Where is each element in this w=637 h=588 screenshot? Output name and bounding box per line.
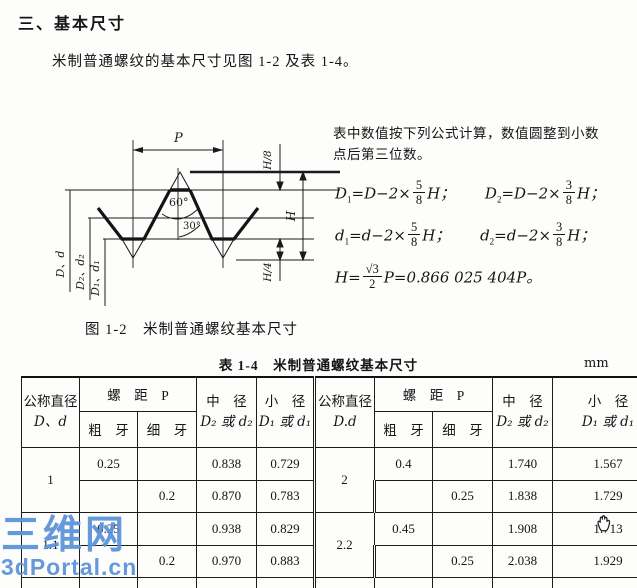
cell-nominal: 2.2 [313, 511, 376, 578]
cell-empty [21, 576, 80, 588]
cell-nominal: 2 [313, 446, 376, 513]
thread-dimension-table: 公称直径 D、d 螺 距 P 中 径 D₂ 或 d₂ 小 径 D₁ 或 d₁ 公称直径… [21, 376, 637, 588]
section-heading: 三、基本尺寸 [18, 16, 127, 33]
intro-paragraph: 米制普通螺纹的基本尺寸见图 1-2 及表 1-4。 [52, 54, 359, 70]
header-nominal-left: 公称直径 D、d [21, 376, 80, 448]
cell-fine [136, 511, 198, 546]
cell-empty [136, 576, 198, 588]
cell-pitch-dia: 1.838 [492, 479, 554, 513]
pitch-diameter-label: D₂、d₂ [74, 254, 87, 291]
formula-D2: D2=D−2× 3 8 H； [484, 178, 606, 208]
cell-pitch-dia: 0.870 [196, 479, 258, 513]
hand-grab-cursor-icon [597, 515, 611, 532]
major-diameter-label: D、d [54, 251, 67, 279]
cell-fine: 0.25 [432, 544, 494, 578]
h-label: H [284, 210, 298, 222]
cell-empty [196, 576, 258, 588]
cell-nominal: 1 [21, 446, 80, 513]
header-pitch-dia-left: 中 径 D₂ 或 d₂ [196, 376, 258, 448]
cell-nominal: 1.1 [21, 511, 80, 578]
header-coarse-left: 粗 牙 [79, 410, 138, 448]
header-pitch-right: 螺 距 P [374, 376, 494, 412]
cell-empty [492, 576, 554, 588]
cell-fine: 0.2 [136, 544, 198, 578]
cell-pitch-dia: 0.938 [196, 511, 258, 546]
header-minor-dia-right: 小 径 D₁ 或 d₁ [552, 376, 637, 448]
cell-pitch-dia: 2.038 [492, 544, 554, 578]
formula-d1: d1=d−2× 5 8 H； [335, 220, 451, 250]
cell-minor-dia: 0.829 [256, 511, 316, 546]
cell-minor-dia: 0.783 [256, 479, 316, 513]
cell-empty [552, 576, 637, 588]
cell-empty [432, 576, 494, 588]
cell-coarse [79, 479, 138, 513]
cell-fine: 0.2 [136, 479, 198, 513]
formula-block: 表中数值按下列公式计算，数值圆整到小数 点后第三位数。 D1=D−2× 5 8 H； … [333, 124, 633, 291]
thread-profile-outline [96, 170, 260, 259]
header-fine-right: 细 牙 [432, 410, 494, 448]
h4-label: H/4 [262, 262, 274, 282]
cell-coarse: 0.4 [374, 446, 434, 481]
cell-coarse: 0.45 [374, 511, 434, 546]
formula-note-line2: 点后第三位数。 [333, 146, 431, 162]
table-row: 0.2 0.870 0.783 0.25 1.838 1.729 [22, 479, 637, 513]
h-dimensions [276, 144, 307, 281]
cell-fine: 0.25 [432, 479, 494, 513]
minor-diameter-label: D₁、d₁ [89, 260, 102, 297]
cell-pitch-dia: 1.908 [492, 511, 554, 546]
cell-pitch-dia: 0.838 [196, 446, 258, 481]
formula-row-d: d1=d−2× 5 8 H； d2=d−2× 3 8 H； [335, 220, 596, 252]
cell-pitch-dia: 1.740 [492, 446, 554, 481]
table-unit-label: mm [584, 356, 609, 371]
centerlines [132, 140, 224, 268]
header-pitch-left: 螺 距 P [78, 376, 198, 412]
header-nominal-right: 公称直径 D.d [313, 376, 376, 448]
thread-profile-figure: P 60° 30° H/8 H H/ [54, 131, 340, 306]
cell-empty [79, 576, 138, 588]
p-dimension: P [133, 131, 223, 153]
h8-label: H/8 [262, 150, 274, 171]
table-row: 1.1 0.25 0.938 0.829 2.2 0.45 1.908 1.71… [21, 511, 637, 578]
header-fine-left: 细 牙 [136, 410, 198, 448]
angle-30-label: 30° [183, 221, 201, 232]
cell-coarse: 0.25 [79, 511, 138, 546]
formula-row-D: D1=D−2× 5 8 H； D2=D−2× 3 8 H； [335, 178, 606, 210]
cell-empty [256, 576, 316, 588]
table-title: 表 1-4 米制普通螺纹基本尺寸 [218, 358, 419, 373]
cell-coarse [373, 544, 434, 578]
cell-coarse [373, 479, 434, 513]
cell-fine [432, 511, 494, 546]
header-minor-dia-left: 小 径 D₁ 或 d₁ [256, 376, 316, 448]
diameter-leader-lines [69, 190, 106, 306]
formula-D1: D1=D−2× 5 8 H； [335, 178, 456, 208]
table-row: 0.2 0.970 0.883 0.25 2.038 1.929 [22, 544, 637, 578]
formula-row-H: H= √3 2 P=0.866 025 404P。 [335, 262, 542, 294]
cell-coarse: 0.25 [79, 446, 138, 481]
formula-H: H= √3 2 P=0.866 025 404P。 [335, 262, 542, 292]
cell-empty [313, 576, 376, 588]
table-row-partial [21, 576, 637, 588]
cell-fine [432, 446, 494, 481]
cell-minor-dia: 0.729 [256, 446, 316, 481]
cell-minor-dia: 0.883 [256, 544, 316, 578]
header-pitch-dia-right: 中 径 D₂ 或 d₂ [492, 376, 554, 448]
formula-d2: d2=d−2× 3 8 H； [480, 220, 596, 250]
cell-minor-dia: 1.567 [552, 446, 637, 481]
angle-60-label: 60° [169, 196, 189, 209]
cell-fine [136, 446, 198, 481]
cell-pitch-dia: 0.970 [196, 544, 258, 578]
angle-annotations [161, 208, 201, 238]
p-label: P [173, 131, 183, 146]
cell-coarse [79, 544, 138, 578]
header-coarse-right: 粗 牙 [374, 410, 434, 448]
table-row: 1 0.25 0.838 0.729 2 0.4 1.740 1.567 [21, 446, 637, 513]
cell-minor-dia: 1.929 [552, 544, 637, 578]
cell-empty [374, 576, 434, 588]
formula-note-line1: 表中数值按下列公式计算，数值圆整到小数 [333, 126, 599, 141]
figure-caption: 图 1-2 米制普通螺纹基本尺寸 [85, 322, 298, 338]
cell-minor-dia: 1.729 [552, 479, 637, 513]
